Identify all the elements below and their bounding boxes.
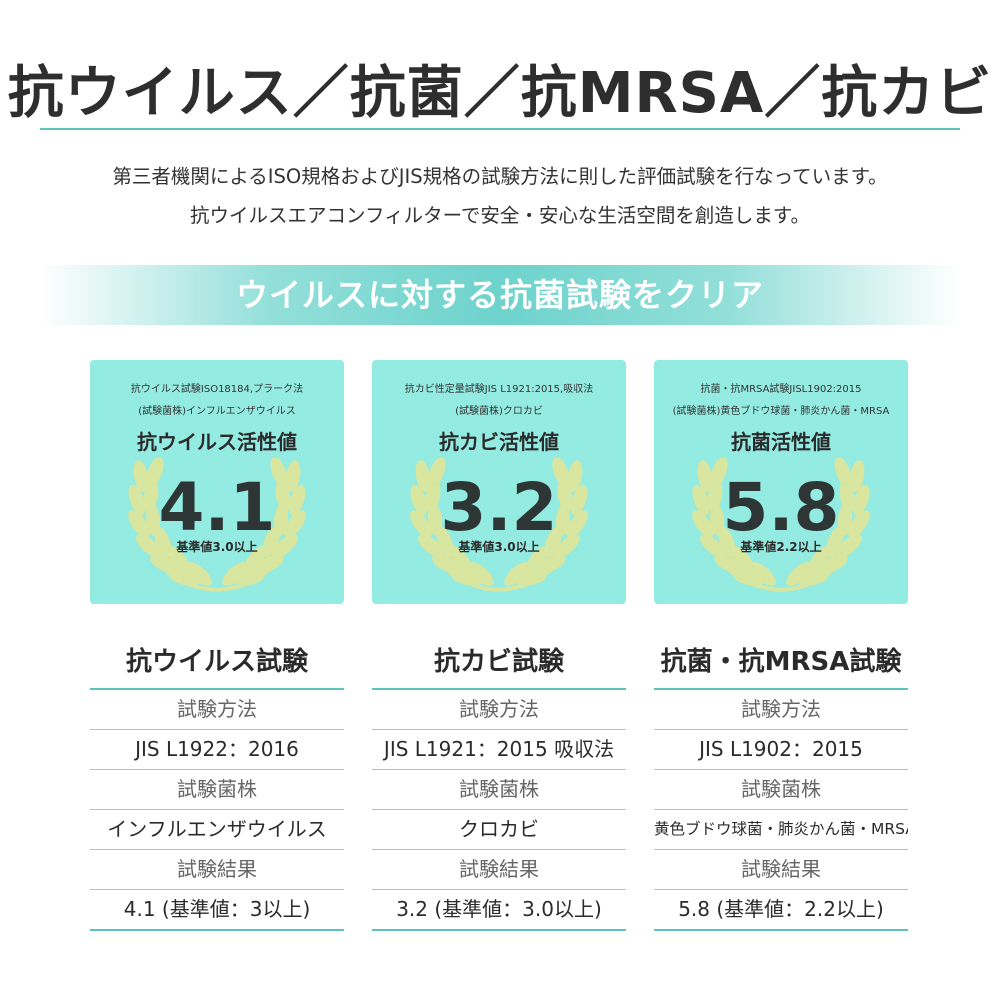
intro-line-1: 第三者機関によるISO規格およびJIS規格の試験方法に則した評価試験を行なってい… (112, 165, 888, 188)
card-metric-value: 5.8 (722, 469, 840, 546)
card-metric-value: 4.1 (158, 469, 276, 546)
strain-label: 試験菌株 (90, 770, 344, 810)
section-banner: ウイルスに対する抗菌試験をクリア (40, 265, 960, 325)
result-card-antivirus: 抗ウイルス試験ISO18184,プラーク法 (試験菌株)インフルエンザウイルス … (90, 360, 344, 604)
section-banner-text: ウイルスに対する抗菌試験をクリア (235, 276, 764, 314)
card-metric-label: 抗菌活性値 (731, 430, 831, 454)
card-test-strain: (試験菌株)黄色ブドウ球菌・肺炎かん菌・MRSA (672, 406, 890, 417)
page-title: 抗ウイルス／抗菌／抗MRSA／抗カビ (7, 61, 993, 126)
card-standard-value: 基準値2.2以上 (740, 540, 822, 554)
card-test-strain: (試験菌株)インフルエンザウイルス (138, 406, 296, 417)
test-table-heading: 抗菌・抗MRSA試験 (654, 640, 908, 690)
method-label: 試験方法 (372, 690, 626, 730)
card-metric-value: 3.2 (440, 469, 558, 546)
result-value: 4.1 (基準値：3以上) (90, 890, 344, 931)
method-value: JIS L1921：2015 吸収法 (372, 730, 626, 770)
card-metric-label: 抗ウイルス活性値 (137, 430, 297, 454)
test-table-heading: 抗ウイルス試験 (90, 640, 344, 690)
strain-value: インフルエンザウイルス (90, 810, 344, 850)
result-label: 試験結果 (90, 850, 344, 890)
card-metric-label: 抗カビ活性値 (439, 430, 559, 454)
method-label: 試験方法 (654, 690, 908, 730)
test-table-antifungal: 抗カビ試験 試験方法 JIS L1921：2015 吸収法 試験菌株 クロカビ … (372, 640, 626, 931)
result-card-antibacterial: 抗菌・抗MRSA試験JISL1902:2015 (試験菌株)黄色ブドウ球菌・肺炎… (654, 360, 908, 604)
intro-line-2: 抗ウイルスエアコンフィルターで安全・安心な生活空間を創造します。 (190, 204, 810, 227)
method-label: 試験方法 (90, 690, 344, 730)
card-test-standard: 抗菌・抗MRSA試験JISL1902:2015 (700, 384, 862, 395)
title-divider (40, 128, 960, 130)
strain-label: 試験菌株 (372, 770, 626, 810)
test-table-heading: 抗カビ試験 (372, 640, 626, 690)
method-value: JIS L1902：2015 (654, 730, 908, 770)
test-table-antivirus: 抗ウイルス試験 試験方法 JIS L1922：2016 試験菌株 インフルエンザ… (90, 640, 344, 931)
method-value: JIS L1922：2016 (90, 730, 344, 770)
card-test-strain: (試験菌株)クロカビ (455, 406, 543, 417)
test-table-antibacterial: 抗菌・抗MRSA試験 試験方法 JIS L1902：2015 試験菌株 黄色ブド… (654, 640, 908, 931)
card-standard-value: 基準値3.0以上 (458, 540, 540, 554)
result-label: 試験結果 (372, 850, 626, 890)
strain-label: 試験菌株 (654, 770, 908, 810)
strain-value: クロカビ (372, 810, 626, 850)
laurel-wreath-icon (692, 458, 870, 592)
strain-value: 黄色ブドウ球菌・肺炎かん菌・MRSA (654, 810, 908, 850)
result-label: 試験結果 (654, 850, 908, 890)
result-value: 5.8 (基準値：2.2以上) (654, 890, 908, 931)
result-card-antifungal: 抗カビ性定量試験JIS L1921:2015,吸収法 (試験菌株)クロカビ 抗カ… (372, 360, 626, 604)
laurel-wreath-icon (128, 458, 306, 592)
result-value: 3.2 (基準値：3.0以上) (372, 890, 626, 931)
card-standard-value: 基準値3.0以上 (176, 540, 258, 554)
laurel-wreath-icon (410, 458, 588, 592)
card-test-standard: 抗カビ性定量試験JIS L1921:2015,吸収法 (404, 384, 594, 395)
card-test-standard: 抗ウイルス試験ISO18184,プラーク法 (130, 384, 304, 395)
